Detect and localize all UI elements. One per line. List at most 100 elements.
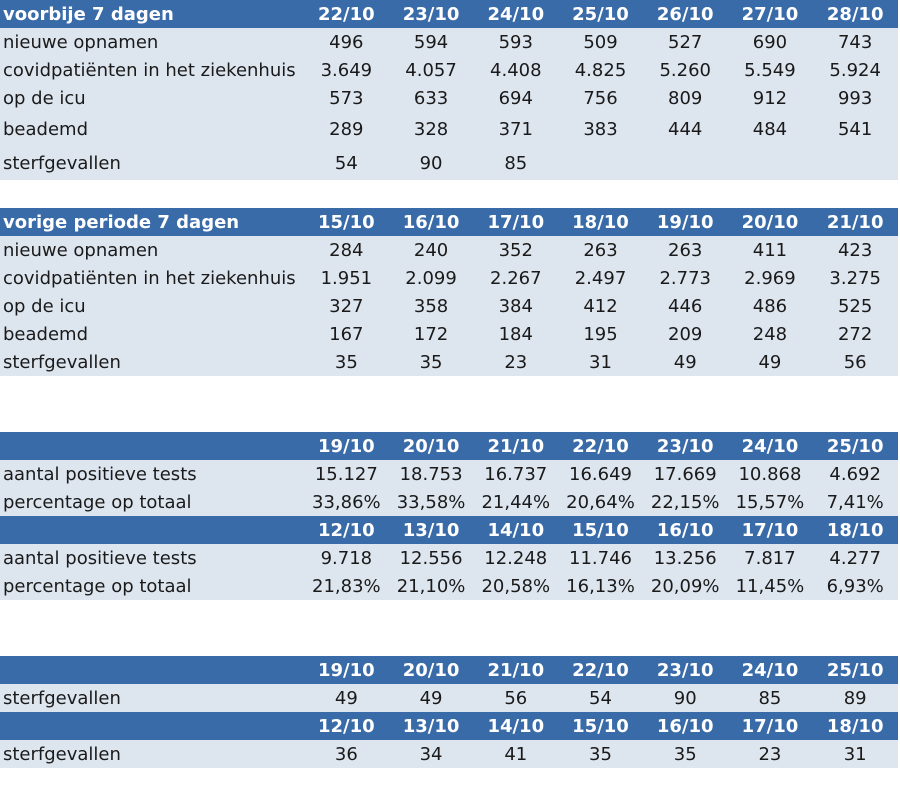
- cell: 371: [498, 118, 533, 140]
- cell: 912: [752, 87, 788, 109]
- cell: 5.260: [659, 59, 711, 81]
- cell: 412: [583, 295, 618, 317]
- table-row: aantal positieve tests 9.718 12.556 12.2…: [0, 544, 898, 572]
- cell: 184: [498, 323, 533, 345]
- header-date: 28/10: [826, 3, 884, 25]
- cell: 22,15%: [650, 491, 720, 513]
- cell: 248: [752, 323, 788, 345]
- header-date: 25/10: [826, 435, 884, 457]
- table-header-row: 19/10 20/10 21/10 22/10 23/10 24/10 25/1…: [0, 432, 898, 460]
- header-date: 20/10: [741, 211, 799, 233]
- cell: 541: [837, 118, 873, 140]
- header-date: 23/10: [656, 659, 714, 681]
- table-header-row: voorbije 7 dagen 22/10 23/10 24/10 25/10…: [0, 0, 898, 28]
- table-row: nieuwe opnamen 284 240 352 263 263 411 4…: [0, 236, 898, 264]
- header-date: 20/10: [402, 435, 460, 457]
- cell: 33,58%: [396, 491, 466, 513]
- cell: 90: [419, 152, 443, 174]
- table-row: op de icu 327 358 384 412 446 486 525: [0, 292, 898, 320]
- row-label: nieuwe opnamen: [3, 31, 159, 53]
- table-row: sterfgevallen 36 34 41 35 35 23 31: [0, 740, 898, 768]
- cell: 49: [758, 351, 782, 373]
- header-date: 23/10: [402, 3, 460, 25]
- row-label: percentage op totaal: [3, 575, 192, 597]
- table-header-row: 12/10 13/10 14/10 15/10 16/10 17/10 18/1…: [0, 516, 898, 544]
- table-row: beademd 167 172 184 195 209 248 272: [0, 320, 898, 348]
- header-date: 26/10: [656, 3, 714, 25]
- header-date: 16/10: [656, 519, 714, 541]
- cell: 446: [668, 295, 703, 317]
- header-date: 19/10: [318, 435, 375, 457]
- header-date: 15/10: [572, 519, 629, 541]
- cell: 85: [504, 152, 528, 174]
- row-label: covidpatiënten in het ziekenhuis: [3, 59, 296, 81]
- row-label: sterfgevallen: [3, 687, 121, 709]
- cell: 444: [668, 118, 703, 140]
- cell: 594: [413, 31, 449, 53]
- cell: 4.408: [490, 59, 542, 81]
- header-date: 19/10: [656, 211, 714, 233]
- cell: 209: [668, 323, 703, 345]
- header-date: 21/10: [487, 435, 545, 457]
- cell: 18.753: [399, 463, 463, 485]
- cell: 263: [668, 239, 703, 261]
- cell: 7,41%: [826, 491, 884, 513]
- cell: 21,10%: [396, 575, 466, 597]
- cell: 90: [673, 687, 697, 709]
- table-positive-tests: 19/10 20/10 21/10 22/10 23/10 24/10 25/1…: [0, 432, 898, 600]
- cell: 4.692: [829, 463, 881, 485]
- cell: 11.746: [569, 547, 632, 569]
- cell: 35: [334, 351, 358, 373]
- header-date: 24/10: [741, 435, 799, 457]
- header-date: 17/10: [741, 519, 799, 541]
- cell: 3.275: [829, 267, 881, 289]
- header-date: 24/10: [741, 659, 799, 681]
- cell: 35: [589, 743, 612, 765]
- header-date: 17/10: [741, 715, 799, 737]
- table-row: sterfgevallen 35 35 23 31 49 49 56: [0, 348, 898, 376]
- cell: 16.737: [484, 463, 548, 485]
- cell: 9.718: [320, 547, 373, 569]
- header-date: 20/10: [402, 659, 460, 681]
- table-row: op de icu 573 633 694 756 809 912 993: [0, 84, 898, 112]
- row-label: sterfgevallen: [3, 743, 121, 765]
- cell: 5.549: [744, 59, 796, 81]
- row-label: sterfgevallen: [3, 351, 121, 373]
- header-date: 12/10: [318, 715, 375, 737]
- row-label: aantal positieve tests: [3, 547, 197, 569]
- cell: 56: [504, 687, 528, 709]
- cell: 2.969: [744, 267, 796, 289]
- header-date: 21/10: [826, 211, 884, 233]
- cell: 4.277: [829, 547, 881, 569]
- row-label: beademd: [3, 118, 88, 140]
- table-header-row: 19/10 20/10 21/10 22/10 23/10 24/10 25/1…: [0, 656, 898, 684]
- header-date: 18/10: [572, 211, 629, 233]
- cell: 41: [504, 743, 528, 765]
- cell: 16.649: [569, 463, 632, 485]
- cell: 1.951: [320, 267, 373, 289]
- cell: 35: [673, 743, 697, 765]
- cell: 49: [673, 351, 697, 373]
- cell: 12.248: [484, 547, 548, 569]
- header-date: 22/10: [572, 435, 629, 457]
- cell: 384: [498, 295, 533, 317]
- cell: 89: [843, 687, 867, 709]
- header-date: 27/10: [741, 3, 799, 25]
- cell: 573: [329, 87, 364, 109]
- header-date: 14/10: [487, 715, 545, 737]
- cell: 3.649: [320, 59, 373, 81]
- cell: 31: [589, 351, 612, 373]
- cell: 6,93%: [826, 575, 884, 597]
- cell: 36: [334, 743, 358, 765]
- cell: 49: [334, 687, 358, 709]
- cell: 496: [329, 31, 364, 53]
- cell: 31: [843, 743, 867, 765]
- header-date: 24/10: [487, 3, 545, 25]
- header-date: 19/10: [318, 659, 375, 681]
- cell: 4.825: [574, 59, 627, 81]
- header-date: 12/10: [318, 519, 375, 541]
- cell: 5.924: [829, 59, 881, 81]
- header-date: 22/10: [572, 659, 629, 681]
- row-label: sterfgevallen: [3, 152, 121, 174]
- cell: 20,58%: [481, 575, 551, 597]
